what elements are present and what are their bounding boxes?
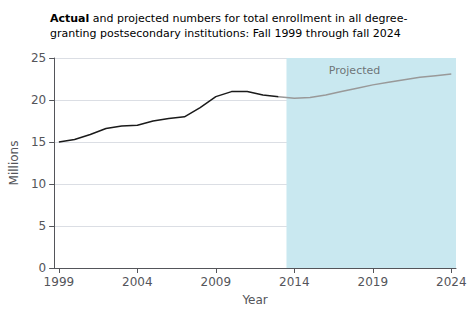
svg-text:10: 10: [31, 177, 46, 191]
svg-text:2024: 2024: [436, 275, 467, 289]
svg-text:2019: 2019: [358, 275, 389, 289]
svg-text:15: 15: [31, 135, 46, 149]
svg-text:Projected: Projected: [329, 64, 380, 77]
svg-text:2009: 2009: [201, 275, 232, 289]
svg-text:2004: 2004: [122, 275, 153, 289]
svg-text:0: 0: [39, 261, 47, 275]
svg-text:and projected numbers for tota: and projected numbers for total enrollme…: [89, 12, 407, 25]
svg-text:20: 20: [31, 93, 46, 107]
svg-text:25: 25: [31, 51, 46, 65]
svg-text:Millions: Millions: [7, 141, 21, 186]
svg-text:2014: 2014: [279, 275, 310, 289]
svg-text:Actual: Actual: [50, 12, 89, 25]
svg-text:5: 5: [39, 219, 47, 233]
svg-text:granting postsecondary institu: granting postsecondary institutions: Fal…: [50, 27, 401, 40]
svg-text:1999: 1999: [44, 275, 75, 289]
svg-text:Year: Year: [241, 293, 267, 307]
